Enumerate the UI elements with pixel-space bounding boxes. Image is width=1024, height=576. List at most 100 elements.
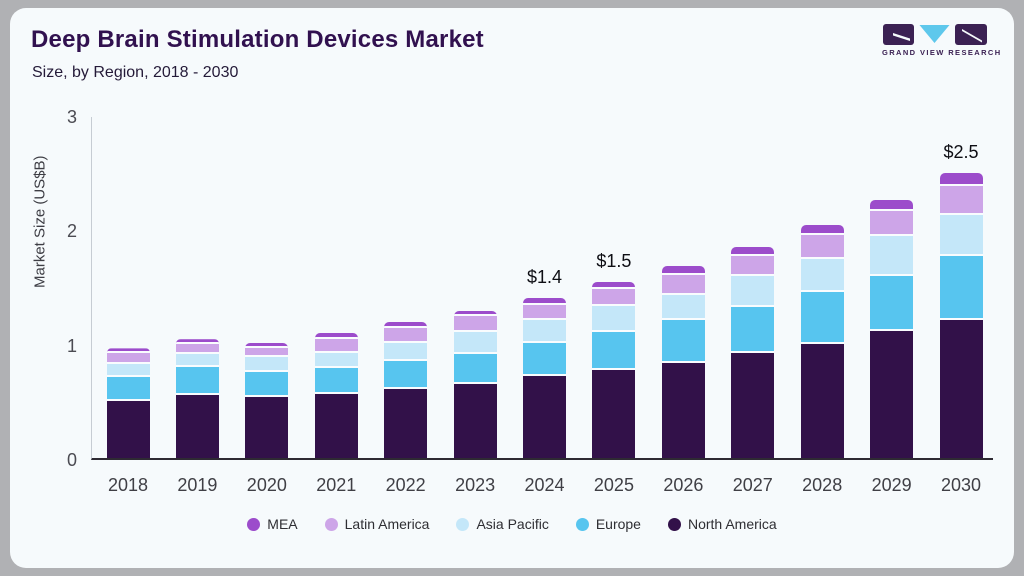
x-axis-tick-label-2029: 2029: [871, 475, 912, 495]
bar-segment-europe: [592, 332, 636, 370]
bar-segment-mea: [314, 333, 358, 340]
bar-segment-asia-pacific: [800, 259, 844, 293]
bar-segment-europe: [800, 292, 844, 344]
y-axis-tick-label: 1: [66, 335, 77, 356]
bar-segment-north-america: [661, 363, 705, 458]
bar-segment-europe: [870, 276, 914, 332]
bar-segment-asia-pacific: [939, 214, 983, 256]
bar-segment-latin-america: [870, 211, 914, 237]
bar-segment-latin-america: [245, 348, 289, 358]
legend-swatch-icon: [667, 517, 681, 531]
legend: MEA Latin America Asia Pacific Europe North …: [10, 516, 1014, 532]
bar-segment-europe: [314, 367, 358, 394]
bar-segment-asia-pacific: [453, 332, 497, 354]
page-title: Deep Brain Stimulation Devices Market: [31, 26, 484, 53]
bar-value-label-2030: $2.5: [943, 142, 979, 163]
bar-segment-latin-america: [384, 327, 428, 343]
bar-segment-north-america: [245, 397, 289, 458]
bar-segment-north-america: [384, 389, 428, 458]
legend-label: MEA: [267, 516, 298, 532]
bar-segment-europe: [523, 342, 567, 376]
bar-segment-latin-america: [106, 352, 150, 365]
bar-segment-mea: [245, 342, 289, 349]
x-axis-tick-label-2026: 2026: [663, 475, 704, 495]
bar-segment-mea: [870, 199, 914, 212]
bar-2028: [800, 224, 844, 458]
x-axis-tick-label-2030: 2030: [941, 475, 982, 495]
legend-swatch-icon: [247, 517, 261, 531]
bar-2023: [453, 310, 497, 458]
bar-segment-europe: [939, 255, 983, 320]
bar-segment-latin-america: [661, 275, 705, 295]
legend-item-mea: MEA: [247, 516, 298, 532]
bar-2024: [523, 297, 567, 458]
x-axis-tick-label-2018: 2018: [107, 475, 149, 495]
legend-item-latin-america: Latin America: [324, 516, 430, 532]
x-axis-tick-label-2024: 2024: [524, 475, 565, 495]
plot-area: 0 1 2 3 2018 2019 2020 2021 2022 2023 $1.4 2024 $1.5…: [67, 107, 993, 495]
bar-segment-north-america: [731, 352, 775, 458]
bar-segment-latin-america: [523, 304, 567, 320]
bar-segment-asia-pacific: [175, 353, 219, 367]
bar-2029: [870, 199, 914, 458]
x-axis-tick-label-2023: 2023: [455, 475, 496, 495]
brand-logo: GRAND VIEW RESEARCH: [882, 24, 1000, 57]
bar-value-label-2024: $1.4: [526, 266, 563, 287]
bar-segment-mea: [731, 246, 775, 256]
bar-segment-europe: [661, 319, 705, 364]
legend-swatch-icon: [575, 517, 589, 531]
bar-segment-mea: [939, 173, 983, 186]
bar-segment-asia-pacific: [245, 357, 289, 373]
legend-label: Asia Pacific: [476, 516, 549, 532]
bar-segment-asia-pacific: [106, 364, 150, 377]
bar-segment-europe: [106, 376, 150, 401]
bar-2030: [939, 173, 983, 458]
bar-segment-north-america: [939, 319, 983, 458]
x-axis-tick-label-2028: 2028: [802, 475, 843, 495]
bar-2020: [245, 342, 289, 458]
bar-segment-europe: [384, 360, 428, 390]
legend-label: Europe: [595, 516, 641, 532]
bar-2026: [661, 265, 705, 458]
bar-segment-asia-pacific: [731, 276, 775, 308]
bar-segment-latin-america: [592, 288, 636, 306]
x-axis-tick-label-2022: 2022: [385, 475, 426, 495]
bar-value-label-2025: $1.5: [596, 250, 632, 271]
bar-segment-asia-pacific: [592, 305, 636, 333]
bar-2018: [106, 348, 150, 458]
bar-segment-europe: [245, 372, 289, 398]
gvr-logo-icon: [883, 24, 987, 45]
legend-swatch-icon: [324, 517, 338, 531]
legend-label: Latin America: [344, 516, 430, 532]
legend-item-europe: Europe: [575, 516, 641, 532]
bar-segment-north-america: [175, 395, 219, 458]
bar-segment-mea: [384, 321, 428, 328]
bar-segment-asia-pacific: [523, 319, 567, 343]
bar-2025: [592, 281, 636, 458]
bar-segment-north-america: [523, 375, 567, 458]
bar-segment-mea: [592, 281, 636, 289]
bar-segment-north-america: [106, 400, 150, 458]
legend-label: North America: [687, 516, 777, 532]
bar-segment-latin-america: [175, 343, 219, 354]
bar-segment-north-america: [314, 393, 358, 458]
chart-card: Deep Brain Stimulation Devices Market Si…: [10, 8, 1014, 568]
bar-segment-latin-america: [800, 235, 844, 260]
bar-segment-mea: [175, 339, 219, 344]
y-axis-tick-label: 2: [66, 221, 77, 242]
bar-segment-asia-pacific: [870, 236, 914, 277]
legend-item-north-america: North America: [667, 516, 777, 532]
bar-segment-mea: [800, 224, 844, 236]
bar-segment-asia-pacific: [384, 342, 428, 361]
x-axis-tick-label-2020: 2020: [246, 475, 287, 495]
page-subtitle: Size, by Region, 2018 - 2030: [32, 64, 239, 81]
bar-segment-mea: [523, 297, 567, 305]
bar-segment-north-america: [800, 343, 844, 458]
bar-segment-europe: [453, 353, 497, 384]
bar-segment-latin-america: [731, 255, 775, 277]
bar-2022: [384, 321, 428, 458]
x-axis-tick-label-2019: 2019: [177, 475, 218, 495]
bar-segment-europe: [175, 366, 219, 396]
y-axis-tick-label: 0: [66, 450, 77, 470]
bar-segment-north-america: [453, 383, 497, 458]
